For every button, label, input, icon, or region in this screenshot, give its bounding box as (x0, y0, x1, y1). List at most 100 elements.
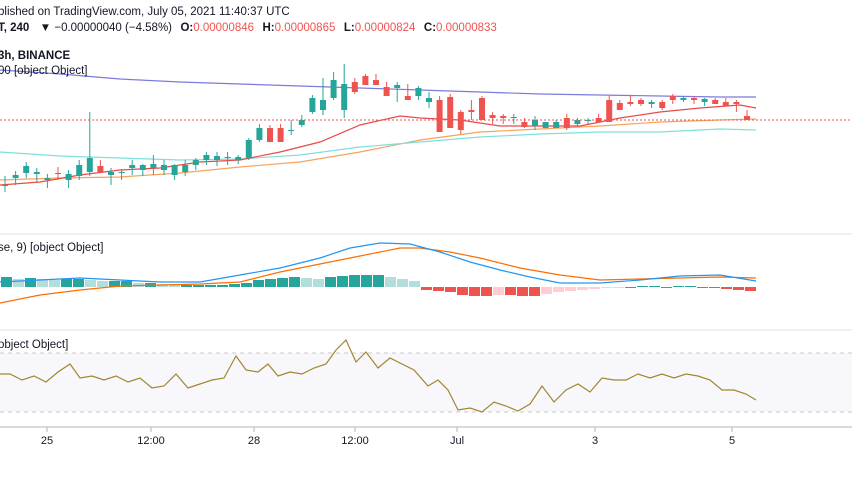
time-axis: 25 12:00 28 12:00 Jul 3 5 (41, 427, 735, 447)
macd-histogram-bar (37, 279, 48, 287)
macd-histogram-bar (385, 277, 396, 287)
candle-body (330, 80, 337, 98)
candle-body (574, 120, 581, 124)
ma-legend-label: 00 [object Object] (0, 65, 88, 77)
candle-body (309, 98, 316, 112)
header-interval: T, 240 (0, 22, 29, 34)
macd-histogram-bar (301, 278, 312, 287)
c-value: 0.00000833 (436, 22, 497, 34)
candle-body (129, 165, 136, 168)
macd-histogram-bar (673, 286, 684, 287)
candlesticks (2, 64, 750, 192)
macd-histogram-bar (565, 287, 576, 291)
macd-signal-line (0, 247, 757, 304)
macd-histogram-bar (685, 286, 696, 287)
moving-averages (0, 69, 757, 186)
macd-histogram-bar (13, 279, 24, 287)
macd-histogram-bar (205, 285, 216, 287)
macd-histogram-bar (169, 285, 180, 287)
candle-body (638, 100, 644, 104)
macd-legend-label: se, 9) [object Object] (0, 242, 103, 254)
macd-histogram-bar (325, 277, 336, 287)
macd-histogram-bar (85, 280, 96, 287)
candle-body (214, 156, 220, 160)
candle-body (489, 115, 496, 118)
time-tick-label: 28 (248, 435, 260, 447)
c-label: C: (424, 22, 436, 34)
candle-body (659, 102, 666, 108)
candle-body (415, 88, 422, 96)
candle-body (76, 165, 83, 176)
candle-body (606, 100, 613, 122)
ma-long-line (0, 69, 756, 98)
rsi-legend-label: object Object] (0, 339, 68, 351)
candle-body (510, 117, 517, 118)
macd-histogram-bar (433, 287, 444, 291)
candle-body (23, 166, 30, 173)
candle-body (203, 155, 210, 160)
o-value: 0.00000846 (193, 22, 254, 34)
macd-histogram-bar (709, 287, 720, 288)
macd-histogram-bar (625, 287, 636, 288)
macd-histogram-bar (361, 275, 372, 287)
o-label: O: (180, 22, 193, 34)
candle-body (426, 98, 432, 102)
macd-histogram-bar (241, 283, 252, 287)
candle-body (733, 102, 740, 104)
macd-histogram-bar (745, 287, 756, 291)
macd-histogram-bar (61, 279, 72, 287)
candle-body (277, 128, 284, 142)
candle-body (595, 118, 602, 122)
candle-body (298, 120, 305, 125)
macd-histogram-bar (313, 279, 324, 287)
candle-body (542, 122, 549, 128)
candle-body (701, 99, 708, 102)
candle-body (86, 158, 93, 172)
candle-body (447, 97, 454, 128)
candle-body (521, 122, 528, 127)
candle-body (691, 98, 697, 100)
macd-histogram-bar (73, 279, 84, 287)
candle-body (722, 102, 729, 106)
time-tick-label: Jul (450, 435, 464, 447)
macd-histogram-bar (733, 287, 744, 290)
candle-body (616, 103, 623, 110)
candle-body (182, 165, 189, 172)
ma-short-line (0, 104, 757, 186)
macd-line (0, 242, 757, 284)
candle-body (235, 157, 242, 160)
macd-histogram-bar (49, 280, 60, 287)
rsi-line-group (0, 338, 757, 413)
macd-histogram-bar (337, 276, 348, 287)
time-tick-label: 25 (41, 435, 53, 447)
macd-histogram-bar (409, 281, 420, 287)
macd-histogram-bar (541, 287, 552, 294)
macd-histogram-bar (217, 285, 228, 287)
candle-body (404, 96, 411, 100)
macd-histogram-bar (469, 287, 480, 296)
candle-body (351, 82, 358, 92)
candle-body (55, 173, 61, 174)
time-tick-label: 3 (592, 435, 598, 447)
header-published: blished on TradingView.com, July 05, 202… (0, 6, 290, 18)
candle-body (33, 172, 40, 174)
macd-histogram-bar (457, 287, 468, 295)
candle-body (648, 102, 655, 104)
macd-histogram-bar (265, 279, 276, 287)
macd-histogram-bar (445, 287, 456, 292)
candle-body (436, 100, 443, 132)
header-exchange: 3h, BINANCE (0, 50, 71, 62)
candle-body (171, 165, 178, 175)
candle-body (712, 100, 719, 104)
macd-histogram-bar (721, 287, 732, 289)
candle-body (553, 122, 560, 128)
macd-histogram-bar (421, 287, 432, 290)
candle-body (245, 140, 252, 158)
candle-body (288, 130, 295, 131)
header-change: ▼ −0.00000040 (−4.58%) (40, 22, 172, 34)
candle-body (744, 116, 750, 120)
candle-body (468, 110, 475, 112)
candle-body (341, 84, 348, 110)
macd-histogram-bar (529, 287, 540, 296)
